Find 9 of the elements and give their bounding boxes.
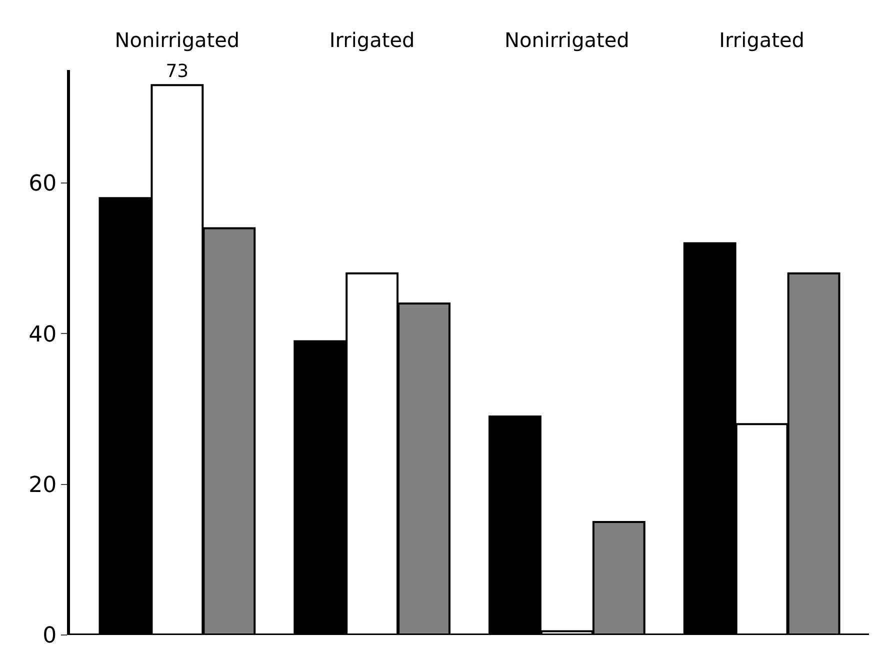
y-tick-label: 20	[28, 473, 57, 498]
x-tick-label: Nonirrigated	[114, 28, 240, 52]
x-tick-label: Irrigated	[329, 28, 415, 52]
data-label: 73	[166, 61, 189, 82]
x-tick-label: Irrigated	[719, 28, 804, 52]
y-tick-label: 40	[28, 322, 57, 348]
y-tick-label: 0	[42, 624, 57, 649]
y-tick-label: 60	[28, 172, 57, 197]
x-tick-label: Nonirrigated	[504, 28, 630, 52]
